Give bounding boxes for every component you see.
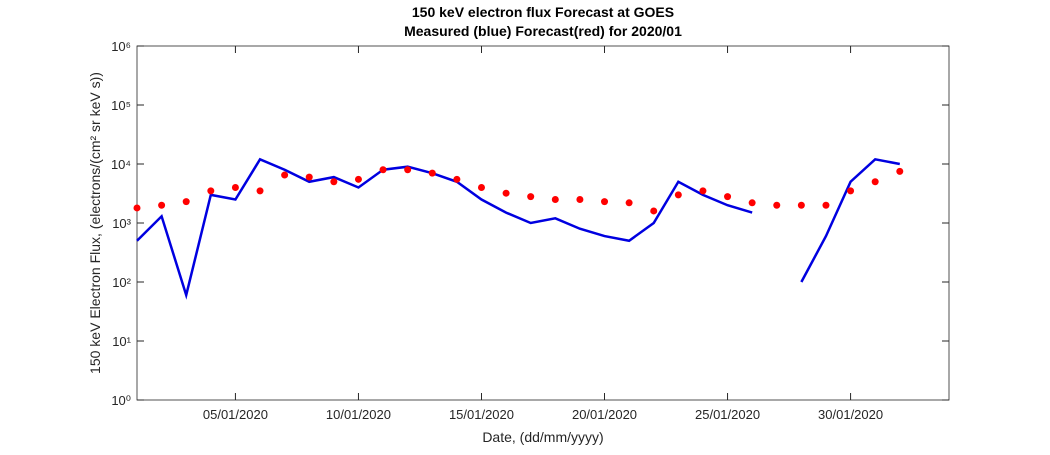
- forecast-dot: [256, 187, 264, 195]
- forecast-dot: [305, 173, 313, 181]
- measured-line: [136, 157, 753, 300]
- y-tick-label: 10⁵: [111, 98, 131, 113]
- forecast-dot: [379, 166, 387, 174]
- forecast-dot: [182, 198, 190, 206]
- forecast-dot: [551, 196, 559, 204]
- y-tick-label: 10³: [112, 216, 131, 231]
- y-tick-label: 10⁶: [111, 39, 131, 54]
- x-tick-label: 20/01/2020: [572, 407, 637, 422]
- forecast-dot: [453, 175, 461, 183]
- forecast-dot: [650, 207, 658, 215]
- forecast-dot: [428, 169, 436, 177]
- forecast-dot: [601, 198, 609, 206]
- y-tick-label: 10⁴: [111, 157, 131, 172]
- plot-frame: [136, 45, 950, 401]
- forecast-dot: [502, 189, 510, 197]
- forecast-dot: [576, 196, 584, 204]
- forecast-dot: [404, 166, 412, 174]
- forecast-dot: [724, 193, 732, 201]
- chart-title: 150 keV electron flux Forecast at GOES: [412, 4, 674, 20]
- y-tick-label: 10²: [112, 275, 131, 290]
- forecast-dot: [330, 178, 338, 186]
- forecast-dot: [527, 193, 535, 201]
- forecast-dot: [699, 187, 707, 195]
- forecast-dot: [477, 183, 485, 191]
- x-axis-label: Date, (dd/mm/yyyy): [482, 429, 603, 445]
- x-tick-label: 15/01/2020: [449, 407, 514, 422]
- forecast-dot: [797, 201, 805, 209]
- y-tick-label: 10⁰: [111, 393, 131, 408]
- forecast-dot: [158, 201, 166, 209]
- forecast-dot: [207, 187, 215, 195]
- x-tick-label: 10/01/2020: [326, 407, 391, 422]
- forecast-dot: [354, 175, 362, 183]
- x-tick-label: 30/01/2020: [818, 407, 883, 422]
- forecast-dot: [871, 178, 879, 186]
- forecast-dot: [674, 191, 682, 199]
- chart-subtitle: Measured (blue) Forecast(red) for 2020/0…: [404, 23, 682, 39]
- forecast-dot: [748, 199, 756, 207]
- y-axis-label: 150 keV Electron Flux, (electrons/(cm² s…: [87, 72, 103, 374]
- forecast-dot: [231, 183, 239, 191]
- x-tick-label: 25/01/2020: [695, 407, 760, 422]
- forecast-dot: [822, 201, 830, 209]
- forecast-dot: [847, 187, 855, 195]
- forecast-dot: [281, 171, 289, 179]
- forecast-dot: [133, 204, 141, 212]
- x-tick-label: 05/01/2020: [203, 407, 268, 422]
- y-tick-label: 10¹: [112, 334, 131, 349]
- measured-line: [800, 157, 901, 283]
- forecast-dot: [773, 201, 781, 209]
- forecast-dot: [625, 199, 633, 207]
- forecast-dot: [896, 167, 904, 175]
